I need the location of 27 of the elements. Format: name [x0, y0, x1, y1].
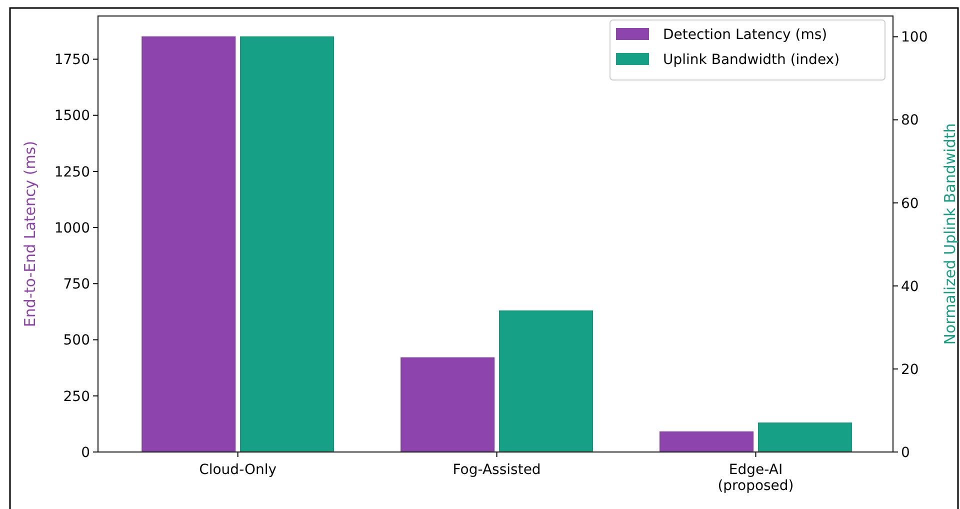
y-tick-label: 750 — [63, 276, 90, 293]
bar — [142, 36, 236, 452]
y-tick-label: 1500 — [54, 108, 90, 124]
y2-tick-label: 20 — [901, 362, 919, 378]
y-tick-label: 1750 — [54, 52, 90, 68]
y-tick-label: 1250 — [54, 164, 90, 180]
x-tick-label: Fog-Assisted — [452, 462, 541, 478]
y-tick-label: 250 — [63, 388, 90, 405]
legend-label: Uplink Bandwidth (index) — [663, 52, 840, 68]
y-axis-title: End-to-End Latency (ms) — [21, 140, 39, 328]
y-tick-label: 0 — [81, 444, 90, 461]
y2-tick-label: 0 — [901, 444, 910, 461]
bar — [400, 357, 495, 452]
bar — [758, 422, 852, 452]
x-tick-label: Edge-AI (proposed) — [718, 462, 794, 494]
x-tick-label: Cloud-Only — [199, 462, 277, 478]
y-tick-label: 500 — [63, 332, 90, 349]
y2-axis-title: Normalized Uplink Bandwidth — [941, 123, 959, 345]
legend-label: Detection Latency (ms) — [663, 26, 828, 43]
y2-tick-label: 80 — [901, 112, 919, 129]
y-tick-label: 1000 — [54, 220, 90, 236]
y2-tick-label: 60 — [901, 196, 919, 212]
bar — [498, 310, 594, 452]
bar — [660, 431, 754, 452]
y2-tick-label: 100 — [901, 30, 928, 46]
y2-tick-label: 40 — [901, 278, 919, 295]
bar — [240, 36, 334, 452]
